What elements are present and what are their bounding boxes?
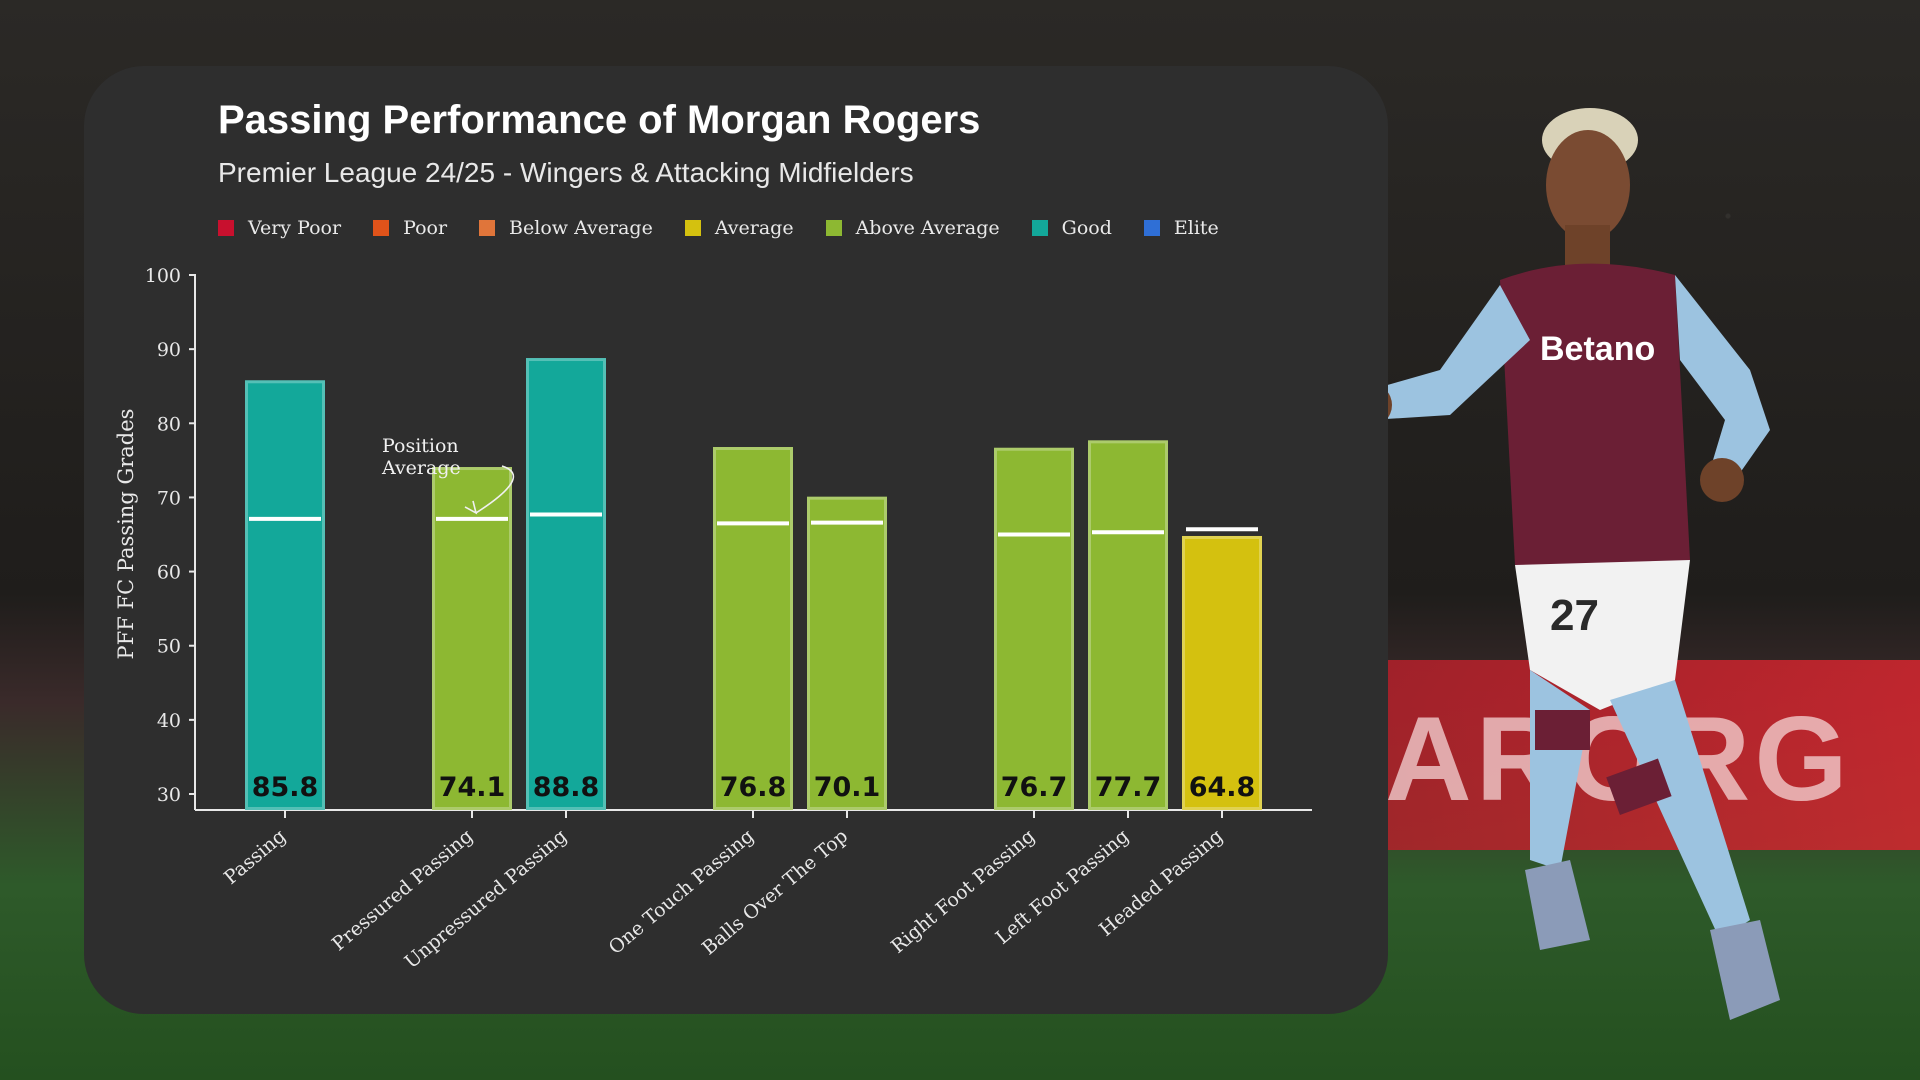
- bar-outline: [807, 496, 887, 810]
- y-tick-label: 100: [145, 265, 181, 287]
- y-tick-label: 40: [157, 710, 181, 732]
- player-photo: Betano 27: [1348, 108, 1780, 1020]
- bar: [1088, 440, 1168, 810]
- legend-item: Average: [684, 217, 794, 239]
- bar-outline: [526, 358, 606, 810]
- legend-label: Very Poor: [248, 217, 342, 239]
- legend-item: Elite: [1143, 217, 1219, 239]
- bar: [713, 447, 793, 810]
- legend-label: Above Average: [855, 217, 1000, 239]
- bar: [807, 496, 887, 810]
- bar-value-label: 64.8: [1189, 772, 1256, 803]
- annotation-arrowhead: [464, 500, 478, 515]
- bar: [1182, 535, 1262, 810]
- bar-chart: 30 40 50 60 70 80 90 100 PFF FC Passing Grades 85…: [114, 265, 1312, 973]
- y-tick-label: 30: [157, 784, 181, 806]
- legend-swatch: [1143, 220, 1160, 236]
- bar-value-label: 76.7: [1001, 772, 1068, 803]
- legend-swatch: [373, 220, 390, 236]
- y-tick-label: 50: [157, 636, 181, 658]
- x-tick-label: Passing: [220, 825, 290, 889]
- legend-swatch: [218, 220, 234, 236]
- legend-label: Good: [1061, 217, 1112, 239]
- annotation-text: Position: [382, 435, 459, 457]
- svg-text:Betano: Betano: [1540, 330, 1655, 368]
- annotation-text: Average: [381, 457, 461, 479]
- bar-outline: [713, 447, 793, 810]
- chart-subtitle: Premier League 24/25 - Wingers & Attacki…: [218, 157, 914, 188]
- legend-label: Average: [714, 217, 794, 239]
- bar-outline: [245, 380, 325, 810]
- x-tick-label: Unpressured Passing: [401, 825, 572, 973]
- legend-swatch: [1031, 220, 1048, 236]
- bar: [432, 467, 512, 810]
- y-tick-label: 90: [157, 339, 181, 361]
- legend-swatch: [684, 220, 701, 236]
- y-axis-label: PFF FC Passing Grades: [114, 409, 138, 660]
- bar-outline: [994, 447, 1074, 810]
- y-tick-label: 80: [157, 413, 181, 435]
- bar: [526, 358, 606, 810]
- legend-label: Poor: [403, 217, 448, 239]
- legend-item: Good: [1031, 217, 1112, 239]
- bar-outline: [432, 467, 512, 810]
- bar-value-label: 85.8: [252, 772, 319, 803]
- legend-label: Elite: [1173, 217, 1219, 239]
- chart-legend: Very Poor Poor Below Average Average Above A…: [218, 216, 1219, 240]
- bar: [245, 380, 325, 810]
- bar-outline: [1182, 535, 1262, 810]
- bar-value-label: 88.8: [533, 772, 600, 803]
- legend-item: Poor: [373, 217, 447, 239]
- bar-value-label: 70.1: [814, 772, 881, 803]
- legend-item: Very Poor: [218, 217, 341, 239]
- bar-outline: [1088, 440, 1168, 810]
- svg-text:27: 27: [1550, 591, 1599, 640]
- annotation-arrow: [475, 465, 514, 514]
- legend-swatch: [479, 220, 496, 236]
- legend-item: Below Average: [479, 217, 653, 239]
- bar-value-label: 74.1: [439, 772, 506, 803]
- legend-item: Above Average: [825, 217, 1000, 239]
- bar-value-label: 77.7: [1095, 772, 1162, 803]
- bar: [994, 447, 1074, 810]
- y-tick-label: 60: [157, 562, 181, 584]
- legend-swatch: [825, 220, 842, 236]
- legend-label: Below Average: [509, 217, 653, 239]
- chart-title: Passing Performance of Morgan Rogers: [218, 98, 981, 142]
- bar-value-label: 76.8: [720, 772, 787, 803]
- y-tick-label: 70: [157, 487, 181, 509]
